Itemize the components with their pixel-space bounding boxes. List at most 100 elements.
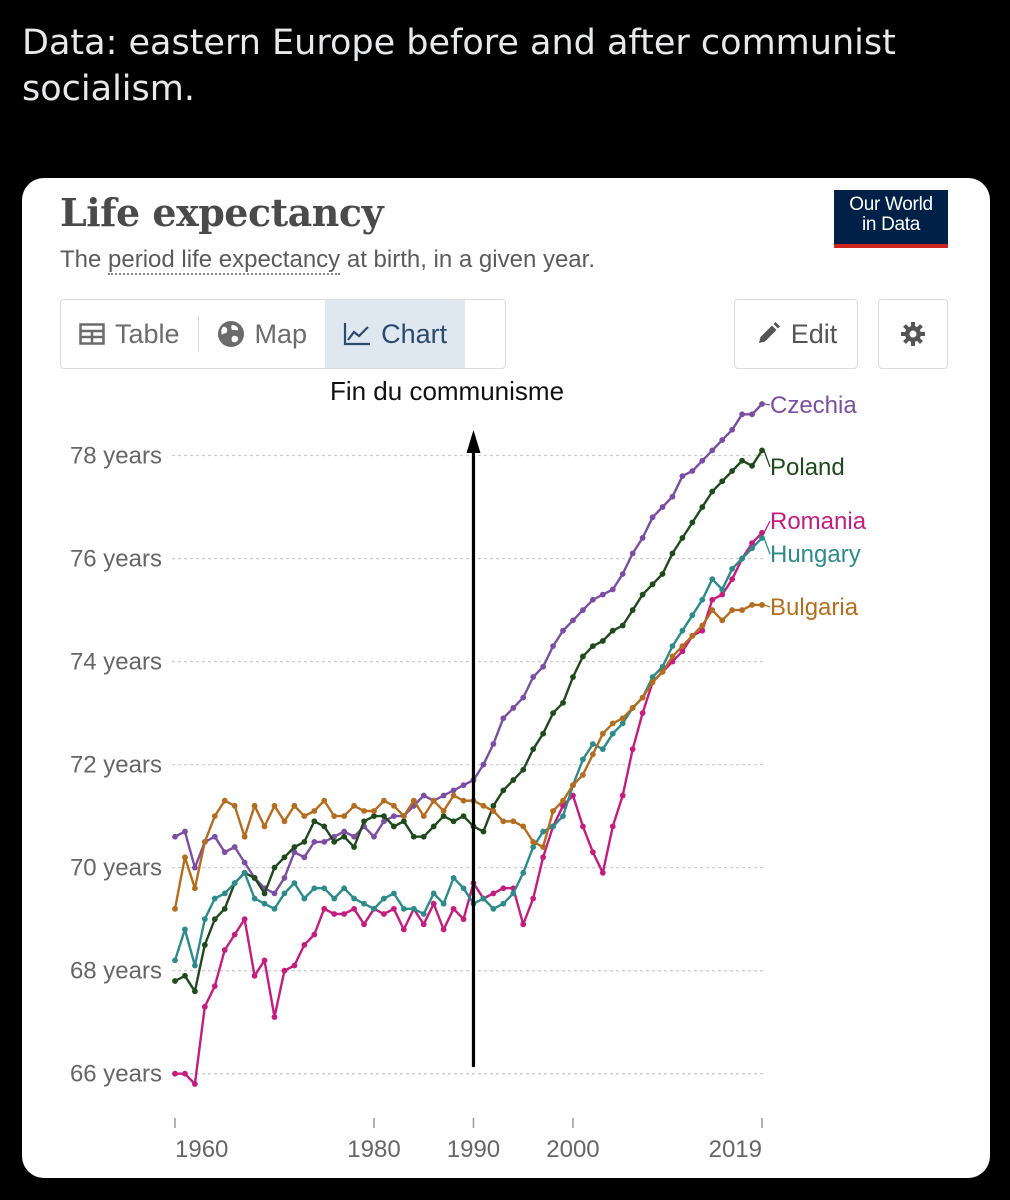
data-point-romania [341,911,348,917]
data-point-czechia [759,401,765,407]
data-point-poland [261,890,268,897]
data-point-hungary [540,828,547,835]
data-point-hungary [261,900,268,907]
data-point-romania [699,627,706,634]
data-point-czechia [609,586,616,593]
data-point-romania [520,921,527,928]
y-tick-label: 78 years [70,443,162,470]
data-point-bulgaria [530,838,537,845]
data-point-czechia [311,838,318,845]
data-point-czechia [371,833,377,840]
data-point-bulgaria [291,802,298,809]
data-point-romania [201,1003,208,1010]
data-point-czechia [182,828,188,835]
data-point-czechia [709,447,716,454]
series-line-bulgaria [173,603,762,910]
data-point-romania [211,983,218,990]
data-point-hungary [729,565,736,572]
data-point-romania [430,900,437,907]
series-label-bulgaria: Bulgaria [770,594,859,621]
data-point-bulgaria [301,813,308,820]
data-point-czechia [589,596,596,603]
edit-button[interactable]: Edit [734,299,858,369]
data-point-poland [699,504,706,510]
data-point-romania [460,916,467,923]
data-point-romania [321,905,328,912]
data-point-bulgaria [649,679,656,686]
data-point-bulgaria [589,751,596,758]
data-point-romania [381,911,387,917]
tab-chart-label: Chart [381,318,448,349]
data-point-poland [311,818,318,825]
data-point-poland [430,823,437,830]
data-point-poland [172,978,178,984]
data-point-hungary [719,586,726,593]
x-tick-label: 1980 [347,1136,400,1163]
data-point-bulgaria [639,694,646,701]
data-point-bulgaria [669,653,676,660]
data-point-poland [371,813,377,820]
tab-map[interactable]: Map [199,300,326,368]
data-point-hungary [201,916,208,923]
y-tick-label: 76 years [70,546,162,573]
data-point-bulgaria [221,797,228,804]
data-point-poland [729,468,736,474]
data-point-czechia [241,859,248,866]
data-point-hungary [500,900,507,907]
data-point-poland [381,813,387,820]
data-point-czechia [639,535,646,541]
data-point-hungary [291,880,298,886]
data-point-hungary [669,643,676,650]
tab-chart[interactable]: Chart [325,300,466,368]
data-point-romania [729,576,736,583]
data-point-poland [351,844,357,850]
data-point-bulgaria [500,818,507,825]
data-point-romania [540,854,547,861]
data-point-hungary [172,957,178,964]
data-point-poland [341,833,348,840]
data-point-poland [679,535,686,541]
data-point-poland [301,838,308,845]
data-point-romania [221,947,228,953]
data-point-bulgaria [430,797,437,804]
data-point-hungary [689,612,696,619]
line-chart-icon [343,323,371,346]
data-point-bulgaria [599,730,606,737]
data-point-romania [390,905,397,912]
x-tick-label: 2019 [709,1136,762,1163]
data-point-poland [191,988,198,995]
post-text: Data: eastern Europe before and after co… [22,23,896,109]
data-point-czechia [390,813,397,820]
tab-table[interactable]: Table [61,300,198,368]
data-point-bulgaria [609,720,616,727]
data-point-romania [450,905,457,912]
subtitle-link[interactable]: period life expectancy [108,246,341,275]
data-point-czechia [301,854,308,861]
data-point-bulgaria [550,808,556,814]
series-label-connector [763,537,771,555]
series-label-romania: Romania [770,508,867,535]
data-point-hungary [301,895,308,902]
data-point-czechia [480,761,487,768]
data-point-poland [201,942,208,948]
data-point-bulgaria [241,833,248,840]
data-point-poland [659,571,666,577]
data-point-czechia [699,457,706,464]
data-point-romania [490,890,497,897]
owid-logo[interactable]: Our World in Data [834,190,948,248]
data-point-romania [609,823,616,830]
data-point-bulgaria [480,802,487,809]
data-point-bulgaria [420,813,427,820]
settings-button[interactable] [878,299,948,369]
data-point-romania [182,1070,188,1077]
data-point-czechia [381,818,387,825]
series-label-poland: Poland [770,454,845,481]
data-point-bulgaria [400,813,407,820]
data-point-poland [609,627,616,634]
data-point-bulgaria [251,802,258,809]
data-point-czechia [550,643,556,650]
data-point-bulgaria [450,792,457,799]
data-point-romania [619,792,626,799]
data-point-czechia [739,411,746,418]
y-tick-label: 70 years [70,855,162,882]
